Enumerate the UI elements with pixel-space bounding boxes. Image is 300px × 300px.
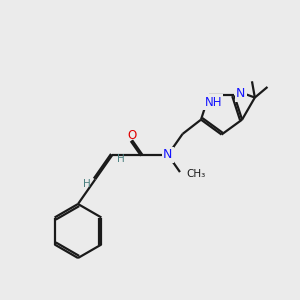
Text: H: H [83, 179, 91, 189]
Text: CH₃: CH₃ [186, 169, 205, 179]
Text: N: N [236, 88, 245, 100]
Text: NH: NH [205, 96, 222, 109]
Text: H: H [117, 154, 125, 164]
Text: O: O [128, 129, 137, 142]
Text: N: N [163, 148, 172, 161]
